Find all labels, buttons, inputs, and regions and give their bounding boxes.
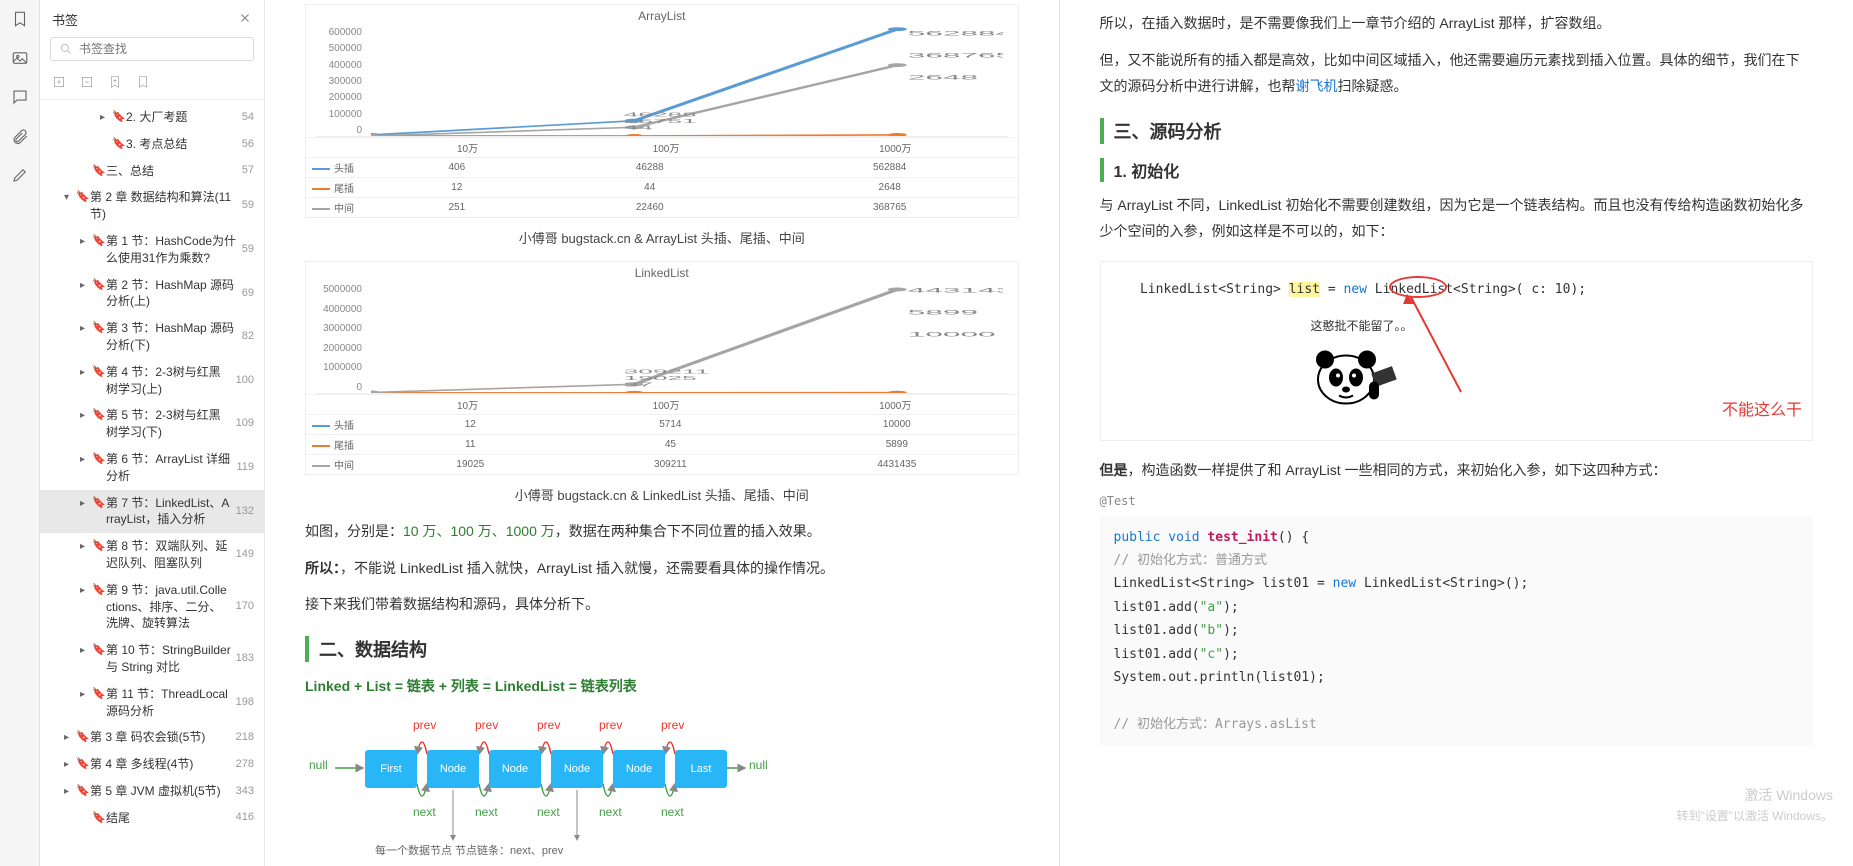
search-input[interactable] bbox=[79, 42, 245, 56]
bookmark-tree: ▸🔖2. 大厂考题54🔖3. 考点总结56🔖三、总结57▾🔖第 2 章 数据结构… bbox=[40, 100, 264, 866]
bookmark-outline-icon[interactable] bbox=[136, 75, 150, 89]
para-r3: 但是，构造函数一样提供了和 ArrayList 一些相同的方式，来初始化入参，如… bbox=[1100, 457, 1814, 484]
para-r2: 与 ArrayList 不同，LinkedList 初始化不需要创建数组，因为它… bbox=[1100, 192, 1814, 245]
icon-rail bbox=[0, 0, 40, 866]
tree-item[interactable]: ▸🔖第 7 节：LinkedList、ArrayList，插入分析132 bbox=[40, 490, 264, 534]
svg-text:2648: 2648 bbox=[908, 73, 978, 80]
tree-item[interactable]: ▸🔖第 6 节：ArrayList 详细分析119 bbox=[40, 446, 264, 490]
tree-item[interactable]: ▸🔖2. 大厂考题54 bbox=[40, 104, 264, 131]
bookmark-icon[interactable] bbox=[11, 10, 29, 31]
tree-item[interactable]: ▸🔖第 10 节：StringBuilder 与 String 对比183 bbox=[40, 637, 264, 681]
page-left: ArrayList6000005000004000003000002000001… bbox=[265, 0, 1059, 866]
close-icon[interactable] bbox=[238, 11, 252, 28]
page-right: 所以，在插入数据时，是不需要像我们上一章节介绍的 ArrayList 那样，扩容… bbox=[1060, 0, 1853, 866]
svg-text:10000: 10000 bbox=[908, 330, 996, 337]
link-xiefeiji[interactable]: 谢飞机 bbox=[1296, 78, 1338, 94]
tree-item[interactable]: ▸🔖第 4 章 多线程(4节)278 bbox=[40, 751, 264, 778]
para-1: 如图，分别是：10 万、100 万、1000 万，数据在两种集合下不同位置的插入… bbox=[305, 518, 1019, 545]
attachment-icon[interactable] bbox=[11, 127, 29, 148]
svg-text:562884: 562884 bbox=[908, 30, 1003, 37]
code-illustration: LinkedList<String> list = new LinkedList… bbox=[1100, 261, 1814, 441]
svg-text:37: 37 bbox=[624, 382, 653, 388]
bookmark-add-icon[interactable] bbox=[108, 75, 122, 89]
comment-icon[interactable] bbox=[11, 88, 29, 109]
svg-text:368765: 368765 bbox=[908, 51, 1003, 58]
tree-item[interactable]: ▸🔖第 2 节：HashMap 源码分析(上)69 bbox=[40, 272, 264, 316]
sidebar-title: 书签 bbox=[52, 10, 78, 29]
chart2-caption: 小傅哥 bugstack.cn & LinkedList 头插、尾插、中间 bbox=[305, 485, 1019, 504]
tree-item[interactable]: 🔖三、总结57 bbox=[40, 158, 264, 185]
edit-icon[interactable] bbox=[11, 166, 29, 187]
heading-data-structure: 二、数据结构 bbox=[305, 636, 1019, 662]
collapse-icon[interactable] bbox=[80, 75, 94, 89]
tree-item[interactable]: ▸🔖第 9 节：java.util.Collections、排序、二分、洗牌、旋… bbox=[40, 577, 264, 637]
svg-text:309211: 309211 bbox=[624, 369, 710, 375]
tree-item[interactable]: ▸🔖第 5 章 JVM 虚拟机(5节)343 bbox=[40, 778, 264, 805]
tree-item[interactable]: ▸🔖第 3 节：HashMap 源码分析(下)82 bbox=[40, 315, 264, 359]
tree-item[interactable]: ▸🔖第 3 章 码农会锁(5节)218 bbox=[40, 724, 264, 751]
heading-source: 三、源码分析 bbox=[1100, 118, 1814, 144]
tree-item[interactable]: ▸🔖第 5 节：2-3树与红黑树学习(下)109 bbox=[40, 402, 264, 446]
arraylist-chart: ArrayList6000005000004000003000002000001… bbox=[305, 4, 1019, 218]
annotation: @Test bbox=[1100, 494, 1814, 508]
svg-text:5899: 5899 bbox=[908, 308, 978, 315]
svg-text:19025: 19025 bbox=[624, 375, 697, 381]
expand-icon[interactable] bbox=[52, 75, 66, 89]
code-block: public void test_init() { // 初始化方式：普通方式 … bbox=[1100, 516, 1814, 747]
image-icon[interactable] bbox=[11, 49, 29, 70]
search-box[interactable] bbox=[50, 37, 254, 61]
formula: Linked + List = 链表 + 列表 = LinkedList = 链… bbox=[305, 676, 1019, 696]
red-note: 不能这么干 bbox=[1722, 396, 1802, 420]
linkedlist-diagram: nullnullFirstprevnextNodeprevnextNodepre… bbox=[305, 710, 1019, 860]
tree-item[interactable]: ▾🔖第 2 章 数据结构和算法(11节)59 bbox=[40, 184, 264, 228]
heading-init: 1. 初始化 bbox=[1100, 158, 1814, 182]
linkedlist-chart: LinkedList500000040000003000000200000010… bbox=[305, 261, 1019, 475]
search-icon bbox=[59, 42, 73, 56]
tree-item[interactable]: ▸🔖第 8 节：双端队列、延迟队列、阻塞队列149 bbox=[40, 533, 264, 577]
bookmark-toolbar bbox=[40, 69, 264, 100]
svg-text:4431435: 4431435 bbox=[908, 287, 1003, 294]
svg-text:44: 44 bbox=[624, 125, 654, 131]
tree-item[interactable]: 🔖结尾416 bbox=[40, 805, 264, 832]
chart1-caption: 小傅哥 bugstack.cn & ArrayList 头插、尾插、中间 bbox=[305, 228, 1019, 247]
svg-text:25751: 25751 bbox=[624, 118, 697, 124]
tree-item[interactable]: ▸🔖第 4 节：2-3树与红黑树学习(上)100 bbox=[40, 359, 264, 403]
bookmarks-sidebar: 书签 ▸🔖2. 大厂考题54🔖3. 考点总结56🔖三、总结57▾🔖第 2 章 数… bbox=[40, 0, 265, 866]
tree-item[interactable]: 🔖3. 考点总结56 bbox=[40, 131, 264, 158]
para-r1: 但，又不能说所有的插入都是高效，比如中间区域插入，他还需要遍历元素找到插入位置。… bbox=[1100, 47, 1814, 100]
para-2: 所以：，不能说 LinkedList 插入就快，ArrayList 插入就慢，还… bbox=[305, 555, 1019, 582]
windows-watermark: 激活 Windows 转到"设置"以激活 Windows。 bbox=[1676, 784, 1833, 826]
para-3: 接下来我们带着数据结构和源码，具体分析下。 bbox=[305, 591, 1019, 618]
tree-item[interactable]: ▸🔖第 1 节：HashCode为什么使用31作为乘数?59 bbox=[40, 228, 264, 272]
document-content: ArrayList6000005000004000003000002000001… bbox=[265, 0, 1853, 866]
para-r0: 所以，在插入数据时，是不需要像我们上一章节介绍的 ArrayList 那样，扩容… bbox=[1100, 10, 1814, 37]
tree-item[interactable]: ▸🔖第 11 节：ThreadLocal 源码分析198 bbox=[40, 681, 264, 725]
svg-text:46288: 46288 bbox=[624, 112, 697, 118]
panda-icon bbox=[1311, 337, 1401, 412]
